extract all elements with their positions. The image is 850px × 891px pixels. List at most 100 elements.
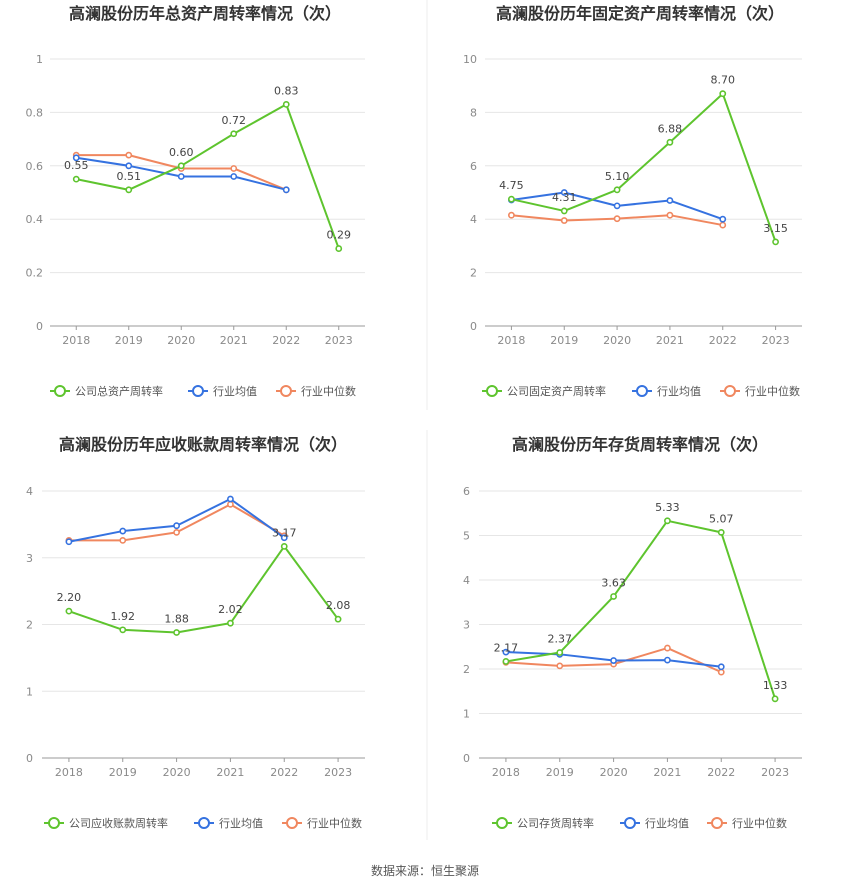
chart-title: 高澜股份历年总资产周转率情况（次） <box>69 4 341 23</box>
data-point <box>502 648 510 656</box>
y-tick-label: 4 <box>26 485 33 498</box>
x-tick-label: 2019 <box>109 766 137 779</box>
data-point <box>173 522 180 530</box>
x-tick-label: 2021 <box>220 334 248 347</box>
y-tick-label: 4 <box>470 213 477 226</box>
series-line <box>511 92 777 243</box>
data-point <box>613 215 621 223</box>
legend-label: 行业中位数 <box>307 816 362 830</box>
x-tick-label: 2021 <box>216 766 244 779</box>
data-point <box>125 186 133 194</box>
data-point <box>65 538 73 546</box>
x-tick-label: 2019 <box>115 334 143 347</box>
series-line <box>505 519 777 700</box>
chart-title: 高澜股份历年固定资产周转率情况（次） <box>496 4 784 23</box>
data-point <box>125 151 133 159</box>
chart-title: 高澜股份历年应收账款周转率情况（次） <box>59 435 347 454</box>
data-point <box>666 197 674 204</box>
y-tick-label: 10 <box>463 53 477 66</box>
x-tick-label: 2021 <box>656 334 684 347</box>
y-tick-label: 0 <box>36 320 43 333</box>
data-point <box>65 607 73 615</box>
x-tick-label: 2019 <box>546 766 574 779</box>
data-point <box>664 517 671 525</box>
x-tick-label: 2018 <box>492 766 520 779</box>
legend-label: 行业均值 <box>213 385 257 398</box>
x-tick-label: 2020 <box>603 334 631 347</box>
data-label: 2.02 <box>218 603 243 616</box>
data-point <box>282 100 290 108</box>
data-point <box>664 644 671 652</box>
x-tick-label: 2023 <box>324 766 352 779</box>
data-label: 1.88 <box>164 613 189 626</box>
legend-marker <box>280 385 292 397</box>
data-label: 4.75 <box>499 179 524 192</box>
data-label: 2.37 <box>548 633 573 646</box>
y-tick-label: 0.6 <box>26 160 44 173</box>
data-point <box>334 615 342 623</box>
legend-marker <box>198 817 210 829</box>
legend-marker <box>711 817 723 829</box>
chart-panel-2: 高澜股份历年固定资产周转率情况（次） 0 2 4 6 8 10 2018 2019 2020 202… <box>463 4 802 398</box>
x-tick-label: 2023 <box>761 766 789 779</box>
legend-label: 公司存货周转率 <box>517 816 594 830</box>
data-label: 5.07 <box>709 512 734 525</box>
data-point <box>72 175 80 183</box>
data-point <box>177 173 185 180</box>
data-label: 1.92 <box>111 610 136 623</box>
data-point <box>227 619 234 627</box>
x-tick-label: 2020 <box>163 766 191 779</box>
chart-panel-4: 高澜股份历年存货周转率情况（次） 0 1 2 3 4 5 6 2018 2019 2020 2021 2… <box>463 435 802 830</box>
y-tick-label: 0 <box>470 320 477 333</box>
data-label: 5.33 <box>655 501 680 514</box>
data-point <box>772 238 779 246</box>
data-point <box>717 528 725 536</box>
data-point <box>666 211 674 219</box>
data-source-label: 数据来源：恒生聚源 <box>370 864 479 878</box>
legend-marker <box>54 385 66 397</box>
x-tick-label: 2022 <box>709 334 737 347</box>
y-tick-label: 2 <box>463 663 470 676</box>
y-tick-label: 0.2 <box>26 267 44 280</box>
chart-title: 高澜股份历年存货周转率情况（次） <box>512 435 768 454</box>
y-tick-label: 1 <box>36 53 43 66</box>
y-tick-label: 3 <box>26 552 33 565</box>
data-point <box>560 217 568 224</box>
x-tick-label: 2021 <box>653 766 681 779</box>
legend-marker <box>192 385 204 397</box>
legend-label: 行业均值 <box>219 817 263 830</box>
x-tick-label: 2018 <box>62 334 90 347</box>
legend-marker <box>624 817 636 829</box>
data-point <box>771 695 779 703</box>
data-point <box>666 138 674 146</box>
y-tick-label: 0 <box>463 752 470 765</box>
data-point <box>173 629 180 636</box>
data-point <box>508 211 515 219</box>
legend-label: 公司固定资产周转率 <box>507 384 606 398</box>
y-tick-label: 6 <box>470 160 477 173</box>
data-point <box>119 536 127 544</box>
series-line <box>76 103 340 249</box>
data-point <box>664 656 671 664</box>
legend-marker <box>486 385 498 397</box>
data-label: 0.55 <box>64 159 89 172</box>
data-point <box>560 207 568 215</box>
legend-marker <box>48 817 60 829</box>
data-label: 4.31 <box>552 191 577 204</box>
legend-marker <box>496 817 508 829</box>
data-point <box>125 162 133 170</box>
data-point <box>227 495 234 503</box>
x-tick-label: 2022 <box>272 334 300 347</box>
data-label: 8.70 <box>711 74 736 87</box>
y-tick-label: 1 <box>26 685 33 698</box>
x-tick-label: 2018 <box>55 766 83 779</box>
y-tick-label: 0.4 <box>26 213 44 226</box>
legend-marker <box>636 385 648 397</box>
data-label: 0.51 <box>117 170 142 183</box>
data-point <box>119 626 127 634</box>
data-label: 3.63 <box>601 576 626 589</box>
data-point <box>717 668 725 676</box>
data-point <box>613 186 621 194</box>
y-tick-label: 3 <box>463 619 470 632</box>
legend-label: 行业均值 <box>657 385 701 398</box>
